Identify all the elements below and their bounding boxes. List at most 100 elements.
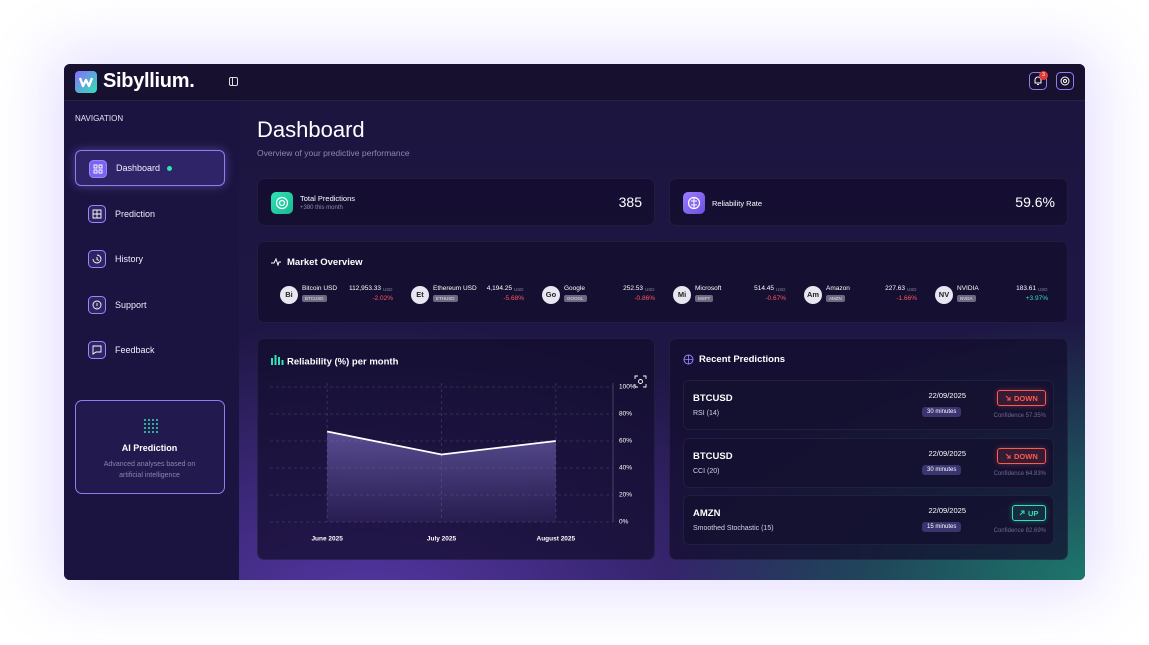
notification-button[interactable] (1029, 72, 1047, 90)
asset-currency: USD (645, 287, 655, 292)
active-dot (167, 166, 172, 171)
x-tick-label: June 2025 (311, 536, 343, 543)
ai-card[interactable]: AI Prediction Advanced analyses based on… (75, 400, 225, 494)
chart-icon (271, 355, 284, 365)
prediction-date: 22/09/2025 (928, 448, 966, 458)
asset-change: -0.86% (634, 295, 655, 302)
stat-value: 385 (618, 194, 642, 210)
asset-change: -5.68% (503, 295, 524, 302)
direction-label: DOWN (1014, 451, 1038, 461)
nav-icon (88, 250, 106, 268)
nav-item[interactable]: History (75, 241, 225, 277)
prediction-confidence: Confidence 64.83% (993, 470, 1046, 477)
asset-currency: USD (776, 287, 786, 292)
stat-detail: +380 this month (300, 205, 343, 211)
prediction-date: 22/09/2025 (928, 506, 966, 515)
nav-label: Feedback (115, 345, 155, 355)
top-bar (64, 64, 1085, 101)
prediction-row[interactable]: AMZN Smoothed Stochastic (15) 22/09/2025 15… (683, 495, 1054, 545)
nav-item[interactable]: Dashboard (75, 150, 225, 186)
stat-label: Total Predictions (300, 194, 356, 203)
prediction-confidence: Confidence 82.69% (993, 528, 1046, 534)
ticker-avatar: Mi (673, 286, 691, 304)
stat-icon (271, 192, 293, 214)
chart-title: Reliability (%) per month (287, 357, 399, 368)
prediction-row[interactable]: BTCUSD RSI (14) 22/09/2025 30 minutes DOWN Co… (683, 380, 1054, 430)
stat-icon (683, 192, 705, 214)
y-tick-label: 20% (619, 492, 632, 499)
predictions-icon (683, 354, 694, 365)
asset-price: 4,194.25 (486, 285, 512, 292)
nav-icon-box (88, 341, 106, 359)
chart-card (257, 338, 655, 560)
prediction-symbol: AMZN (693, 508, 721, 519)
y-tick-label: 80% (619, 411, 632, 418)
logo-icon (75, 71, 97, 93)
expand-icon[interactable] (634, 375, 647, 388)
direction-arrow (1005, 395, 1011, 401)
direction-arrow-glyph (1005, 395, 1011, 401)
asset-ticker: AMZN (826, 295, 845, 302)
asset-change: -2.02% (372, 295, 393, 302)
stat-card: Reliability Rate 59.6% (669, 178, 1068, 226)
asset-name: Ethereum USD (433, 285, 477, 292)
y-tick-label: 0% (619, 519, 629, 526)
nav-icon (89, 160, 107, 178)
nav-icon-box (89, 160, 107, 178)
ai-card-text: Advanced analyses based on artificial in… (103, 461, 196, 479)
asset-ticker: GOOGL (564, 295, 587, 302)
asset-change: +3.97% (1025, 295, 1048, 302)
prediction-symbol: BTCUSD (693, 450, 733, 462)
nav-label: Dashboard (116, 163, 161, 173)
page-title: Dashboard (257, 117, 365, 142)
nav-icon-glyph (92, 209, 102, 218)
x-tick-label: August 2025 (537, 536, 576, 543)
sidebar-toggle[interactable] (229, 77, 238, 86)
direction-arrow-glyph (1005, 453, 1011, 458)
ticker-avatar: NV (935, 286, 953, 304)
asset-currency: USD (907, 287, 917, 292)
nav-icon-glyph (92, 300, 102, 309)
prediction-indicator: CCI (20) (693, 467, 720, 475)
asset-name: Amazon (826, 285, 850, 292)
nav-item[interactable]: Prediction (75, 196, 225, 232)
nav-icon-glyph (92, 254, 102, 264)
stat-card: Total Predictions +380 this month 385 (257, 178, 655, 226)
prediction-indicator: Smoothed Stochastic (15) (693, 525, 774, 532)
sidebar (64, 101, 239, 580)
y-tick-label: 60% (619, 438, 632, 445)
ticker-avatar: Am (804, 286, 822, 304)
nav-item[interactable]: Feedback (75, 332, 225, 368)
asset-name: NVIDIA (957, 285, 979, 292)
ai-card-title: AI Prediction (121, 443, 178, 453)
settings-button[interactable] (1056, 72, 1074, 90)
prediction-horizon: 15 minutes (922, 522, 962, 532)
asset-price: 227.63 (885, 285, 905, 292)
direction-arrow-glyph (1019, 510, 1025, 516)
asset-price: 112,953.33 (348, 285, 381, 292)
nav-item[interactable]: Support (75, 287, 225, 323)
y-tick-label: 40% (619, 465, 632, 472)
notification-badge: 3 (1039, 71, 1048, 80)
nav-icon (88, 341, 106, 359)
prediction-horizon: 30 minutes (922, 464, 962, 475)
stat-label: Reliability Rate (712, 199, 763, 208)
asset-price: 252.53 (623, 285, 643, 292)
prediction-row[interactable]: BTCUSD CCI (20) 22/09/2025 30 minutes DOWN Co… (683, 437, 1054, 488)
direction-badge: DOWN (997, 447, 1046, 464)
asset-price: 183.61 (1016, 285, 1036, 292)
asset-price: 514.45 (754, 285, 774, 292)
asset-currency: USD (383, 287, 393, 292)
direction-label: DOWN (1014, 394, 1038, 403)
predictions-title: Recent Predictions (699, 354, 786, 365)
ticker-avatar: Et (411, 286, 429, 304)
asset-change: -1.66% (896, 295, 917, 302)
direction-label: UP (1028, 509, 1039, 518)
stat-value: 59.6% (1015, 194, 1055, 210)
asset-ticker: NVDA (957, 295, 976, 302)
asset-ticker: BTCUSD (302, 295, 327, 302)
direction-arrow (1019, 510, 1025, 516)
asset-ticker: ETHUSD (433, 295, 458, 302)
nav-label: History (115, 254, 144, 264)
